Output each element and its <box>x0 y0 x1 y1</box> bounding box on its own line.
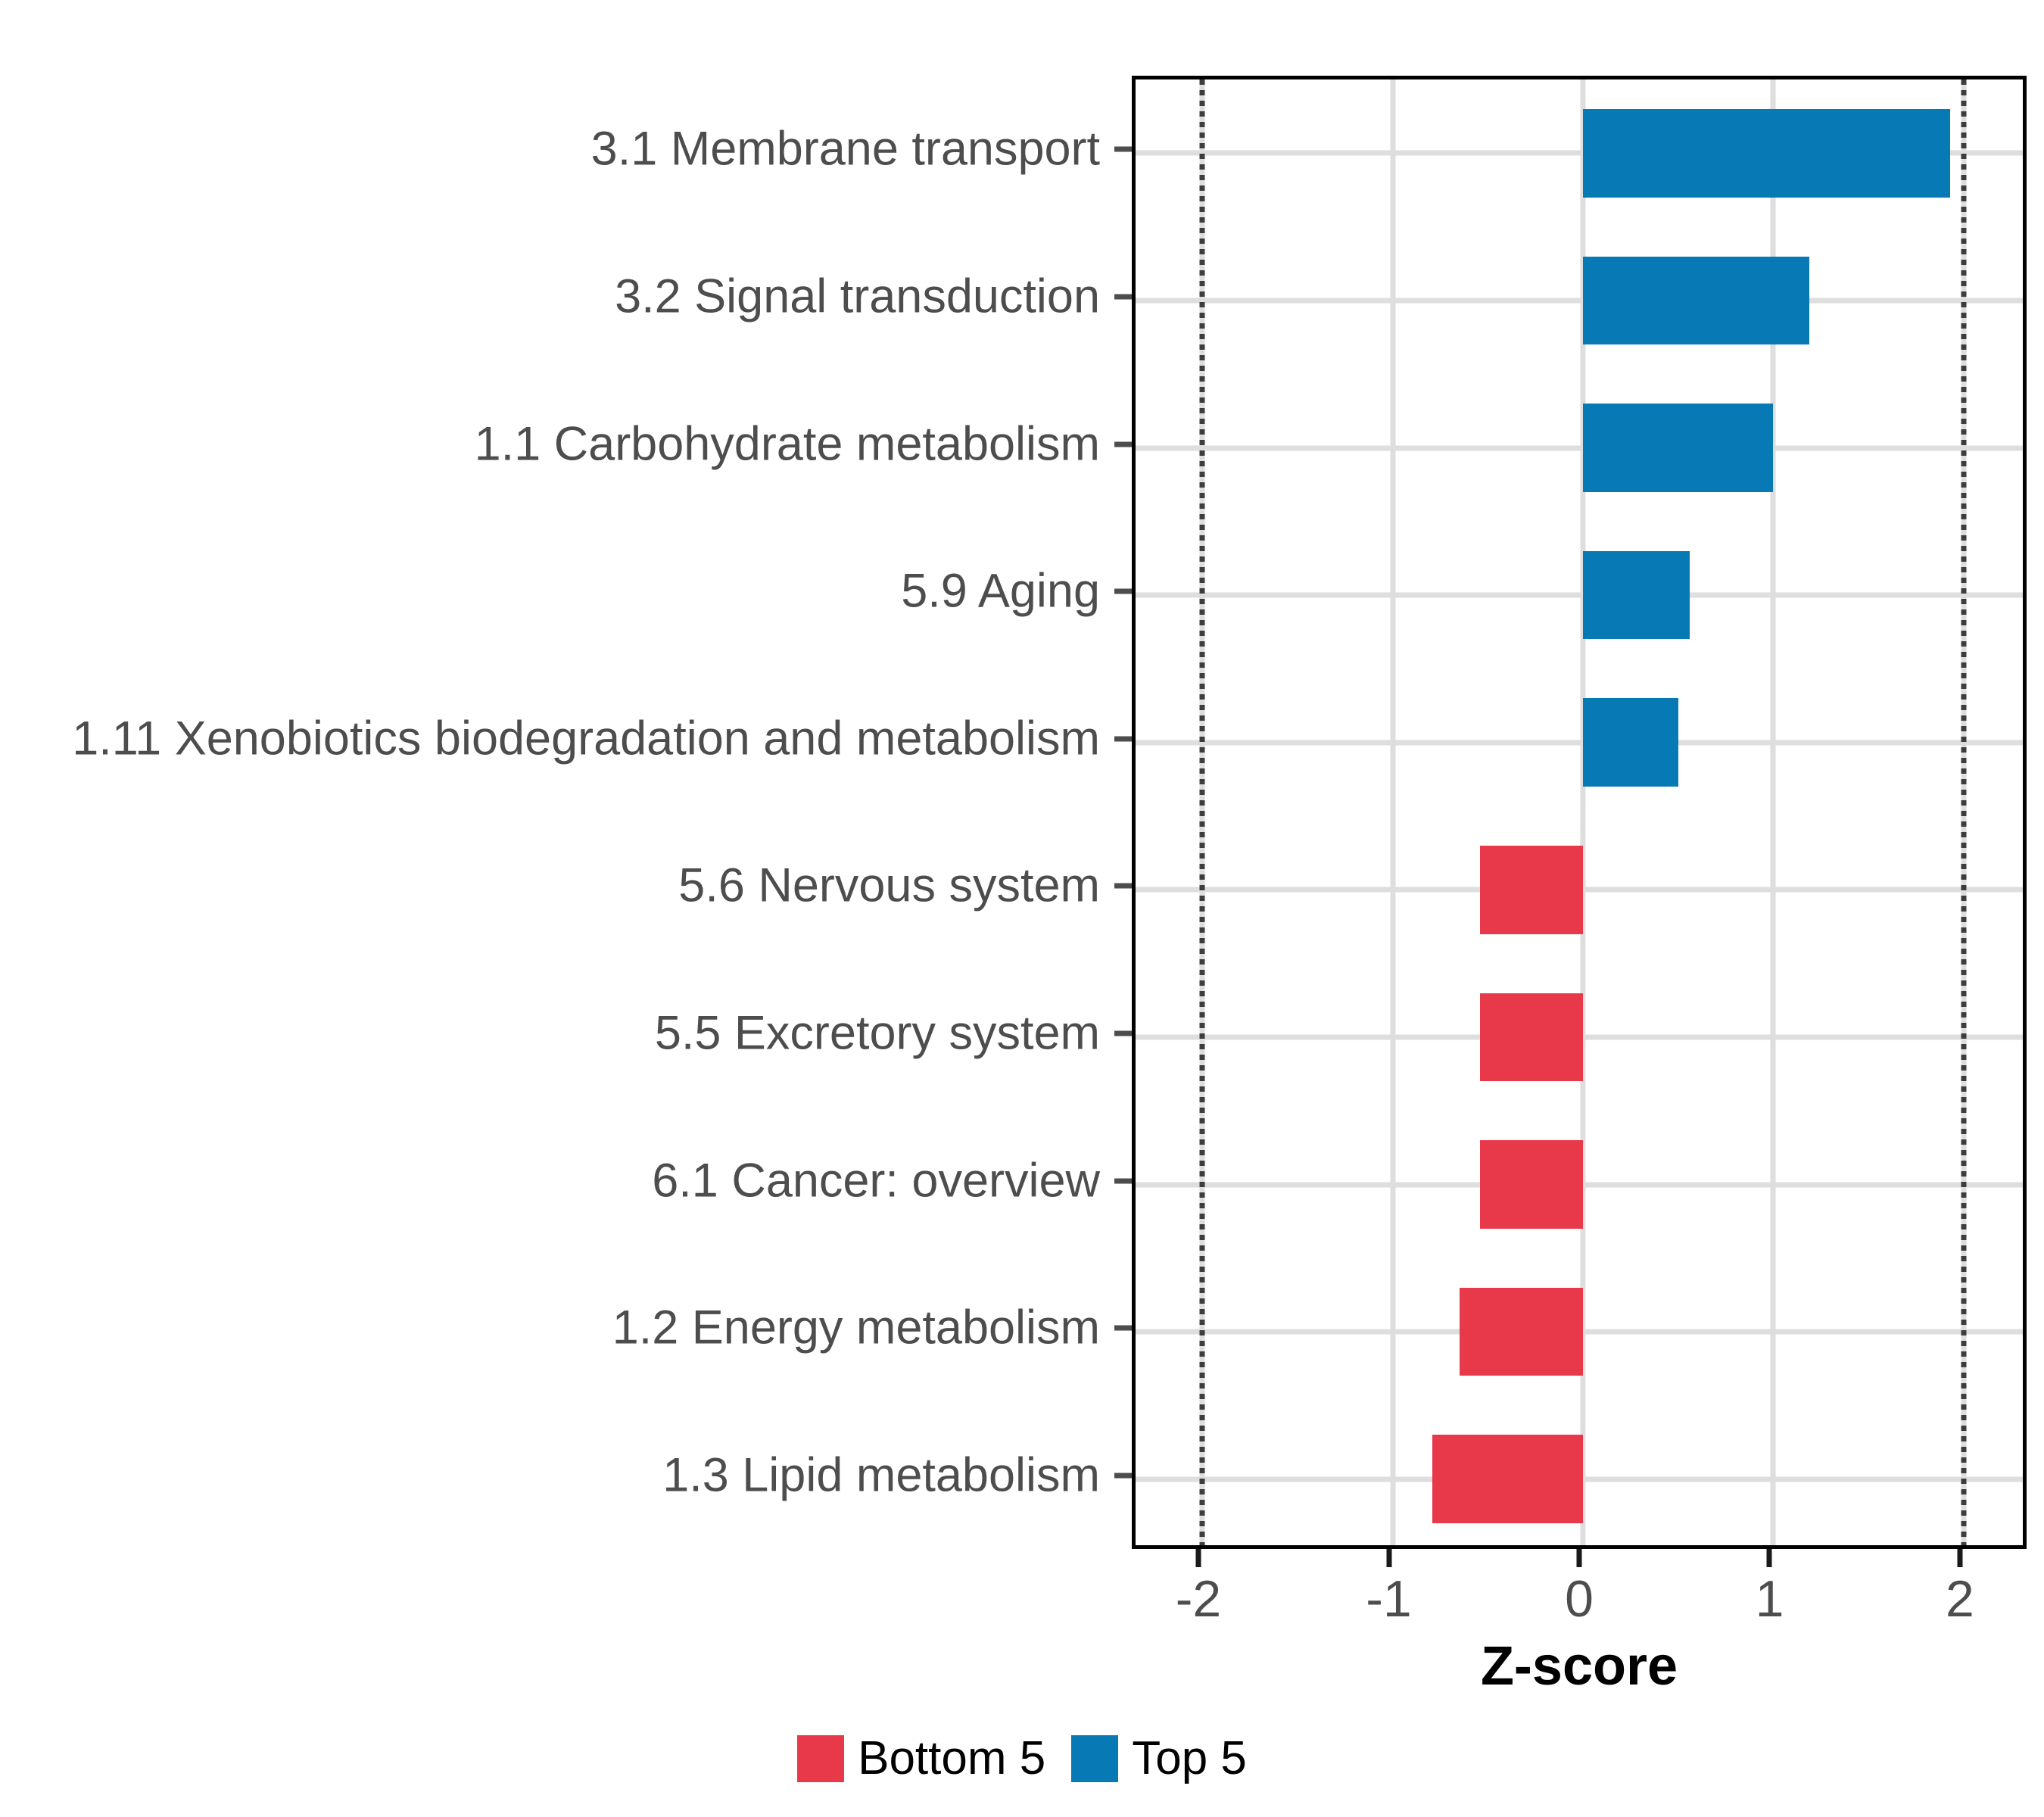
bar <box>1583 108 1951 198</box>
x-axis-tick-mark <box>1766 1549 1772 1567</box>
gridline-vertical <box>1770 79 1776 1545</box>
y-axis-tick-label: 3.1 Membrane transport <box>590 122 1100 176</box>
y-axis-tick-mark <box>1114 883 1132 889</box>
gridline-horizontal <box>1136 445 2023 450</box>
x-axis-tick-mark <box>1957 1549 1963 1567</box>
gridline-horizontal <box>1136 298 2023 304</box>
y-axis-tick-mark <box>1114 1325 1132 1331</box>
plot-panel <box>1132 76 2027 1549</box>
chart-legend: Bottom 5 Top 5 <box>0 1735 2044 1782</box>
bar <box>1459 1287 1583 1376</box>
y-axis-tick-mark <box>1114 146 1132 152</box>
reference-line <box>1199 79 1205 1545</box>
legend-item[interactable]: Bottom 5 <box>797 1735 1045 1782</box>
bar <box>1583 256 1810 345</box>
bar <box>1583 404 1774 492</box>
y-axis-tick-label: 3.2 Signal transduction <box>615 270 1100 323</box>
y-axis-tick-label: 5.9 Aging <box>901 564 1100 618</box>
x-axis-title: Z-score <box>1480 1636 1678 1697</box>
y-axis-tick-label: 5.5 Excretory system <box>654 1006 1100 1060</box>
legend-label: Top 5 <box>1132 1732 1247 1784</box>
gridline-vertical <box>1390 79 1395 1545</box>
x-axis-tick-label: 2 <box>1946 1570 1974 1628</box>
y-axis-labels: 3.1 Membrane transport 3.2 Signal transdu… <box>72 122 1132 1502</box>
y-axis-tick-mark <box>1114 294 1132 300</box>
legend-item[interactable]: Top 5 <box>1071 1735 1247 1782</box>
bar <box>1583 698 1678 787</box>
x-axis-tick-label: -2 <box>1175 1570 1222 1628</box>
gridline-vertical <box>1580 79 1586 1545</box>
legend-swatch-icon <box>1071 1735 1119 1782</box>
y-axis-tick-mark <box>1114 588 1132 594</box>
y-axis-tick-label: 5.6 Nervous system <box>678 859 1100 912</box>
gridline-horizontal <box>1136 592 2023 598</box>
bar <box>1480 845 1583 934</box>
x-axis-tick-mark <box>1386 1549 1391 1567</box>
y-axis-tick-label: 1.1 Carbohydrate metabolism <box>474 417 1100 470</box>
legend-label: Bottom 5 <box>858 1732 1046 1784</box>
bar <box>1480 1140 1583 1229</box>
y-axis-tick-mark <box>1114 1030 1132 1036</box>
x-axis-tick-mark <box>1195 1549 1201 1567</box>
x-axis-tick-label: 1 <box>1755 1570 1784 1628</box>
reference-line <box>1961 79 1967 1545</box>
y-axis-tick-label: 1.11 Xenobiotics biodegradation and meta… <box>72 712 1100 765</box>
legend-swatch-icon <box>797 1735 845 1782</box>
y-axis-tick-label: 1.2 Energy metabolism <box>612 1301 1100 1354</box>
bar <box>1432 1435 1583 1524</box>
x-axis-tick-mark <box>1576 1549 1582 1567</box>
y-axis-tick-mark <box>1114 441 1132 447</box>
gridline-horizontal <box>1136 740 2023 746</box>
y-axis-tick-label: 6.1 Cancer: overview <box>652 1154 1100 1207</box>
y-axis-tick-mark <box>1114 1473 1132 1479</box>
y-axis-tick-mark <box>1114 1178 1132 1183</box>
plot-area <box>1136 79 2023 1545</box>
y-axis-tick-mark <box>1114 736 1132 742</box>
x-axis-tick-label: 0 <box>1565 1570 1594 1628</box>
y-axis-tick-label: 1.3 Lipid metabolism <box>662 1448 1100 1502</box>
bar <box>1480 993 1583 1082</box>
gridline-horizontal <box>1136 150 2023 156</box>
bar <box>1583 550 1690 640</box>
x-axis-tick-label: -1 <box>1366 1570 1412 1628</box>
